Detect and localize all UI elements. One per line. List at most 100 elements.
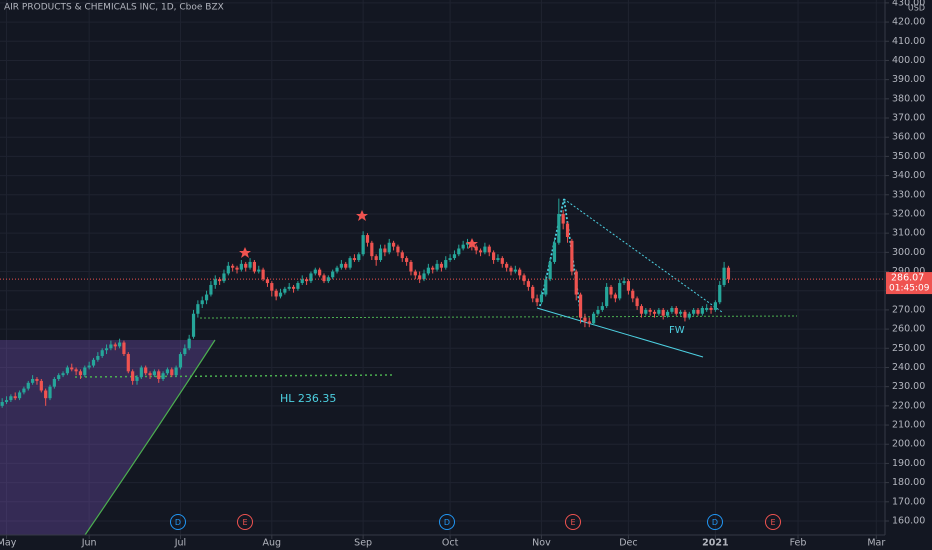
candle-body xyxy=(4,400,9,403)
countdown: 01:45:09 xyxy=(889,284,930,294)
x-tick-label: 2021 xyxy=(702,538,728,549)
y-tick-label: 200.00 xyxy=(892,439,925,450)
y-tick-label: 160.00 xyxy=(892,515,925,526)
event-label: D xyxy=(444,518,450,527)
candle-body xyxy=(235,267,239,270)
candle-body xyxy=(452,254,457,259)
candle-body xyxy=(0,402,4,406)
y-tick-label: 190.00 xyxy=(892,458,925,469)
star xyxy=(239,247,251,258)
candle-body xyxy=(35,378,39,381)
y-tick-label: 290.00 xyxy=(892,266,925,277)
candle-body xyxy=(239,263,243,270)
candle-body xyxy=(218,279,222,282)
pattern-upper xyxy=(563,198,723,313)
candle-body xyxy=(44,390,48,399)
candle-body xyxy=(348,258,352,268)
chart-title: AIR PRODUCTS & CHEMICALS INC, 1D, Cboe B… xyxy=(4,3,224,13)
candle-body xyxy=(70,367,74,370)
candle-body xyxy=(561,213,565,224)
candle-body xyxy=(48,386,52,399)
candle-body xyxy=(596,309,600,314)
candle-body xyxy=(117,342,122,347)
x-tick-label: Dec xyxy=(619,538,637,549)
candle-body xyxy=(670,307,674,312)
candle-body xyxy=(496,258,500,261)
candle-body xyxy=(191,313,196,337)
candle-body xyxy=(613,294,617,299)
candle-body xyxy=(409,261,413,272)
candle-body xyxy=(361,235,365,255)
currency: USD xyxy=(908,4,925,13)
x-tick-label: Aug xyxy=(263,538,282,549)
y-tick-label: 430.00 xyxy=(892,0,925,8)
candle-body xyxy=(692,309,696,314)
candle-body xyxy=(713,302,717,310)
candle-body xyxy=(631,290,635,299)
candle-body xyxy=(170,369,174,376)
candle-body xyxy=(635,298,639,307)
candle-body xyxy=(352,258,357,261)
candle-body xyxy=(291,286,296,289)
candle-body xyxy=(331,271,335,278)
candle-body xyxy=(148,373,152,376)
candle-body xyxy=(583,317,587,322)
candle-body xyxy=(548,261,552,280)
candle-body xyxy=(574,271,578,295)
candle-body xyxy=(557,213,561,243)
candle-body xyxy=(478,250,483,253)
candle-body xyxy=(705,307,709,310)
candle-body xyxy=(157,371,161,379)
candle-body xyxy=(9,396,13,401)
stars xyxy=(239,210,478,258)
y-tick-label: 400.00 xyxy=(892,55,925,66)
candle-body xyxy=(400,252,404,259)
candle-body xyxy=(209,284,213,295)
candle-body xyxy=(83,367,87,376)
candle-body xyxy=(17,392,22,399)
price-tag xyxy=(886,272,932,295)
candle-body xyxy=(135,377,139,381)
candle-body xyxy=(700,307,704,314)
fw-label: FW xyxy=(669,325,685,336)
candle-body xyxy=(274,290,278,297)
x-tick-label: Mar xyxy=(867,538,885,549)
y-tick-label: 210.00 xyxy=(892,420,925,431)
candle-body xyxy=(652,311,657,314)
candle-body xyxy=(13,396,17,399)
candle-body xyxy=(252,261,257,272)
candle-body xyxy=(431,267,435,270)
event-marker xyxy=(765,514,781,530)
candle-body xyxy=(335,267,339,272)
event-label: E xyxy=(242,518,247,527)
candle-body xyxy=(578,294,583,318)
candle-body xyxy=(552,242,557,262)
y-tick-label: 310.00 xyxy=(892,228,925,239)
y-tick-label: 350.00 xyxy=(892,151,925,162)
candle-body xyxy=(439,263,444,268)
candle-body xyxy=(61,373,65,376)
y-tick-label: 230.00 xyxy=(892,381,925,392)
candle-body xyxy=(644,309,648,314)
candle-body xyxy=(391,242,396,247)
candle-body xyxy=(91,359,96,366)
candle-body xyxy=(422,273,426,280)
y-tick-label: 270.00 xyxy=(892,304,925,315)
y-tick-label: 380.00 xyxy=(892,93,925,104)
candle-body xyxy=(178,354,183,368)
y-tick-label: 370.00 xyxy=(892,113,925,124)
candle-body xyxy=(152,371,156,376)
candle-body xyxy=(413,271,417,276)
candle-body xyxy=(139,367,143,378)
candle-body xyxy=(683,311,687,318)
candle-body xyxy=(226,265,230,274)
candle-body xyxy=(661,309,665,316)
y-tick-label: 300.00 xyxy=(892,247,925,258)
event-marker xyxy=(439,514,455,530)
candle-body xyxy=(618,283,622,299)
candle-body xyxy=(626,281,631,291)
candle-body xyxy=(444,260,448,268)
candle-body xyxy=(87,365,91,368)
event-marker xyxy=(565,514,581,530)
